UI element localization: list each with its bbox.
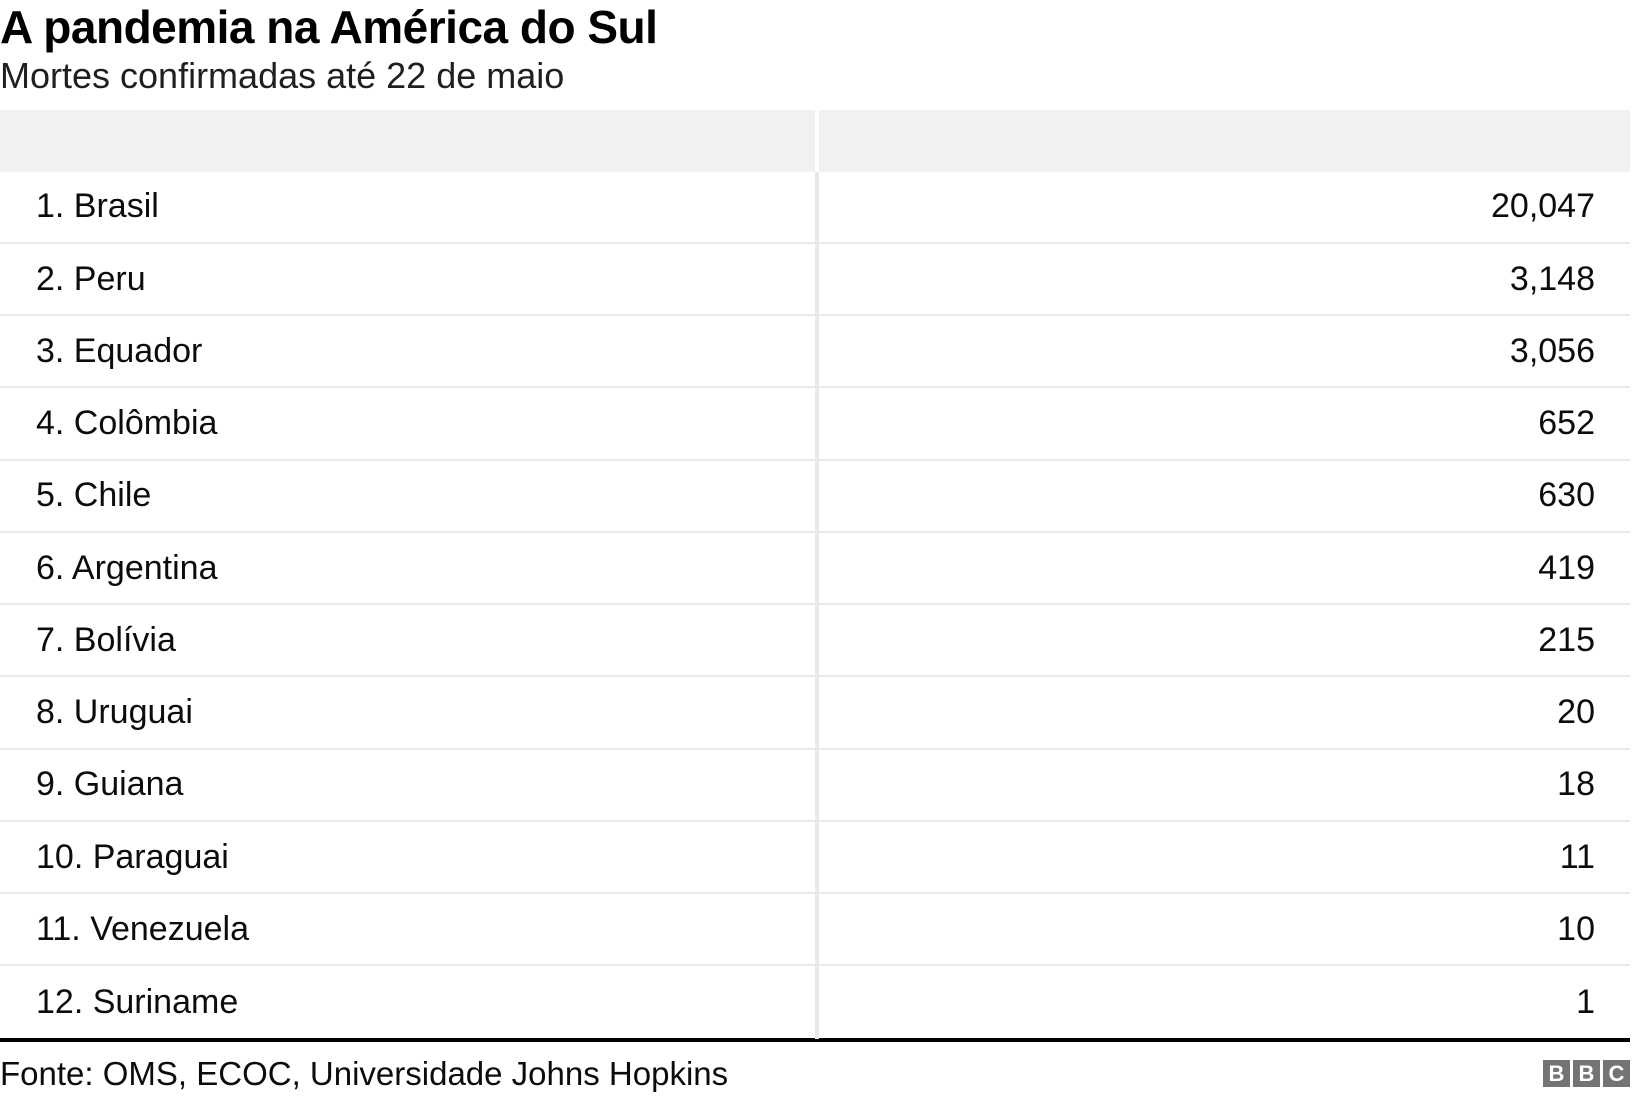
deaths-cell: 10	[815, 894, 1630, 965]
country-cell: 8. Uruguai	[36, 693, 193, 732]
deaths-cell: 630	[815, 460, 1630, 531]
country-cell: 10. Paraguai	[36, 837, 229, 876]
country-cell: 6. Argentina	[36, 548, 218, 587]
deaths-cell: 20,047	[815, 171, 1630, 242]
table-row: 2. Peru 3,148	[0, 243, 1630, 317]
source-note: Fonte: OMS, ECOC, Universidade Johns Hop…	[0, 1054, 729, 1092]
table-row: 6. Argentina 419	[0, 532, 1630, 606]
table-row: 5. Chile 630	[0, 460, 1630, 533]
country-cell: 9. Guiana	[36, 765, 184, 804]
deaths-cell: 18	[815, 749, 1630, 820]
deaths-cell: 3,148	[815, 243, 1630, 315]
country-cell: 12. Suriname	[36, 983, 239, 1022]
country-cell: 1. Brasil	[36, 187, 159, 226]
footer-rule	[0, 1037, 1630, 1042]
bbc-logo-letter: C	[1603, 1060, 1630, 1088]
country-cell: 2. Peru	[36, 259, 146, 298]
country-cell: 11. Venezuela	[36, 909, 249, 948]
country-cell: 7. Bolívia	[36, 620, 176, 659]
country-cell: 5. Chile	[36, 476, 152, 515]
table-row: 10. Paraguai 11	[0, 821, 1630, 895]
country-cell: 3. Equador	[36, 331, 203, 370]
table-row: 8. Uruguai 20	[0, 677, 1630, 750]
deaths-table: 1. Brasil 20,047 2. Peru 3,148 3. Equado…	[0, 109, 1630, 1039]
bbc-logo-letter: B	[1573, 1060, 1600, 1088]
table-row: 7. Bolívia 215	[0, 605, 1630, 678]
table-row: 9. Guiana 18	[0, 749, 1630, 822]
table-row: 4. Colômbia 652	[0, 388, 1630, 461]
table-row: 3. Equador 3,056	[0, 316, 1630, 389]
deaths-cell: 419	[815, 532, 1630, 604]
deaths-cell: 3,056	[815, 316, 1630, 387]
deaths-cell: 215	[815, 605, 1630, 676]
bbc-logo-letter: B	[1543, 1060, 1570, 1088]
page-title: A pandemia na América do Sul	[0, 1, 658, 53]
column-header-country	[0, 109, 815, 172]
deaths-cell: 20	[815, 677, 1630, 748]
deaths-cell: 1	[815, 966, 1630, 1039]
footer: Fonte: OMS, ECOC, Universidade Johns Hop…	[0, 1055, 1630, 1093]
deaths-cell: 11	[815, 821, 1630, 893]
column-header-deaths	[819, 109, 1630, 172]
deaths-cell: 652	[815, 388, 1630, 459]
country-cell: 4. Colômbia	[36, 404, 218, 443]
page-subtitle: Mortes confirmadas até 22 de maio	[0, 54, 565, 96]
table-row: 12. Suriname 1	[0, 966, 1630, 1039]
table-row: 11. Venezuela 10	[0, 894, 1630, 967]
table-header-row	[0, 109, 1630, 172]
table-row: 1. Brasil 20,047	[0, 171, 1630, 244]
table-body: 1. Brasil 20,047 2. Peru 3,148 3. Equado…	[0, 171, 1630, 1039]
